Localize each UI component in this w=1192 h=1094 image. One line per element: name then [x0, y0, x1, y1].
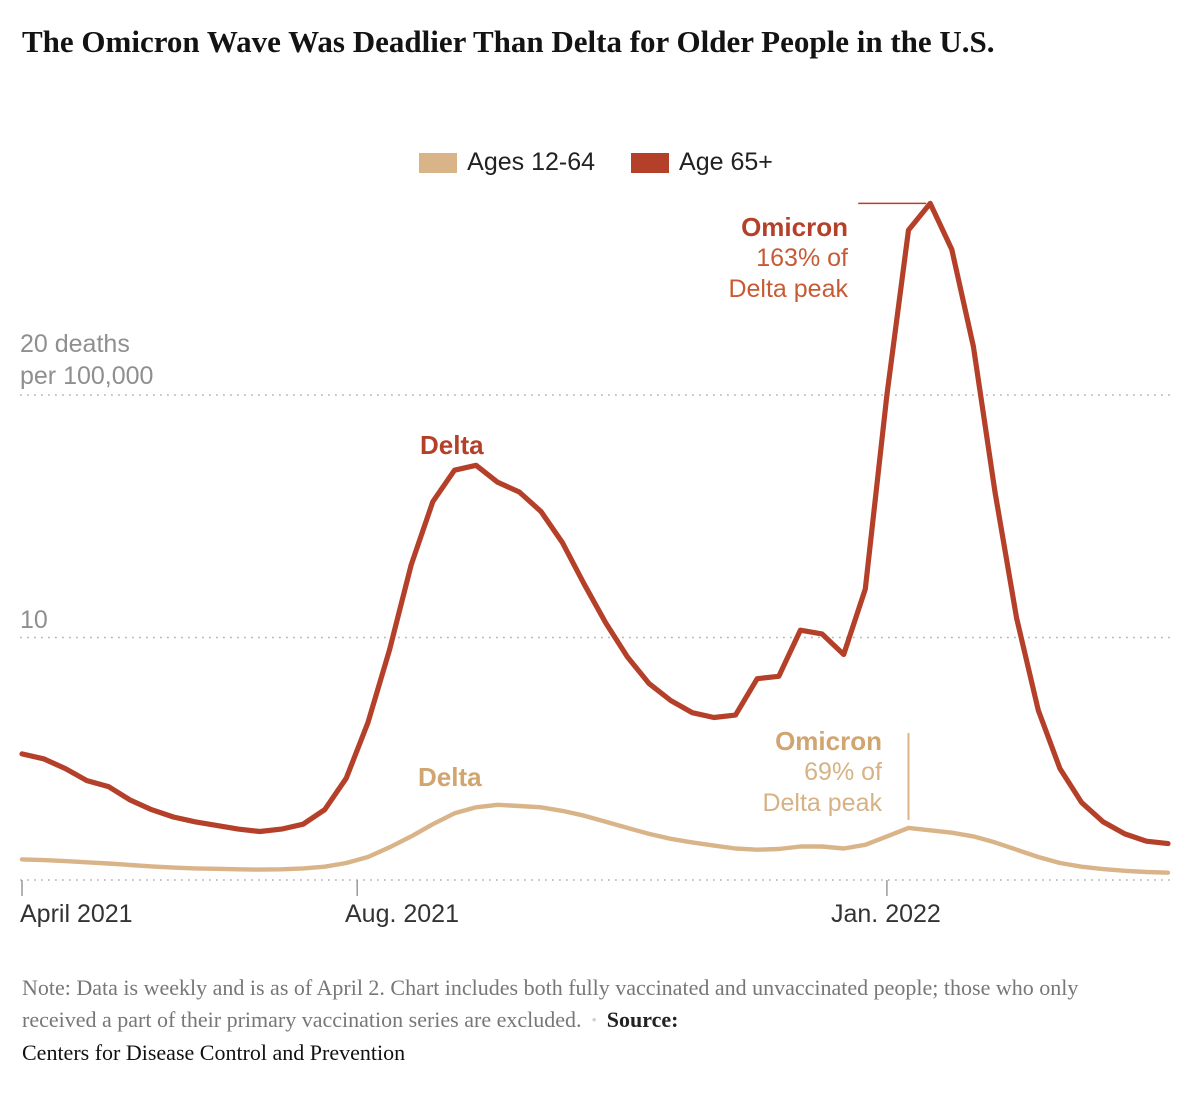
annotation-omicron-65-ref: Delta peak — [728, 275, 848, 303]
x-axis-label-jan-2022: Jan. 2022 — [831, 900, 941, 928]
chart-title: The Omicron Wave Was Deadlier Than Delta… — [22, 24, 995, 59]
legend-swatch-age-65 — [631, 152, 670, 173]
annotation-omicron-65-title: Omicron — [741, 212, 848, 242]
note-bullet-icon: • — [591, 1013, 597, 1029]
chart-note: Note: Data is weekly and is as of April … — [22, 972, 1142, 1069]
note-text: Note: Data is weekly and is as of April … — [22, 975, 1079, 1032]
legend-swatch-ages-12-64 — [419, 152, 458, 173]
y-axis-label-20-line2: per 100,000 — [20, 362, 154, 390]
annotation-omicron-12-64-ref: Delta peak — [762, 789, 882, 817]
legend-item-age-65: Age 65+ — [631, 148, 773, 177]
annotation-omicron-12-64-pct: 69% of — [804, 758, 882, 786]
y-axis-label-10: 10 — [20, 606, 48, 634]
source-label: Source: — [606, 1007, 679, 1032]
legend-item-ages-12-64: Ages 12-64 — [419, 148, 595, 177]
annotation-omicron-ages-12-64: Omicron 69% of Delta peak — [632, 726, 882, 819]
x-axis-label-aug-2021: Aug. 2021 — [345, 900, 459, 928]
annotation-omicron-12-64-title: Omicron — [775, 726, 882, 756]
source-name: Centers for Disease Control and Preventi… — [22, 1040, 406, 1065]
annotation-delta-ages-12-64: Delta — [418, 762, 482, 792]
y-axis-label-20: 20 deaths per 100,000 — [20, 328, 153, 392]
annotation-delta-age-65: Delta — [420, 430, 484, 460]
chart-legend: Ages 12-64 Age 65+ — [0, 148, 1192, 177]
y-axis-label-20-line1: 20 deaths — [20, 330, 130, 358]
annotation-omicron-age-65: Omicron 163% of Delta peak — [598, 212, 848, 305]
x-axis-label-april-2021: April 2021 — [20, 900, 133, 928]
annotation-omicron-65-pct: 163% of — [756, 244, 848, 272]
legend-label-age-65: Age 65+ — [679, 148, 773, 176]
legend-label-ages-12-64: Ages 12-64 — [467, 148, 596, 176]
